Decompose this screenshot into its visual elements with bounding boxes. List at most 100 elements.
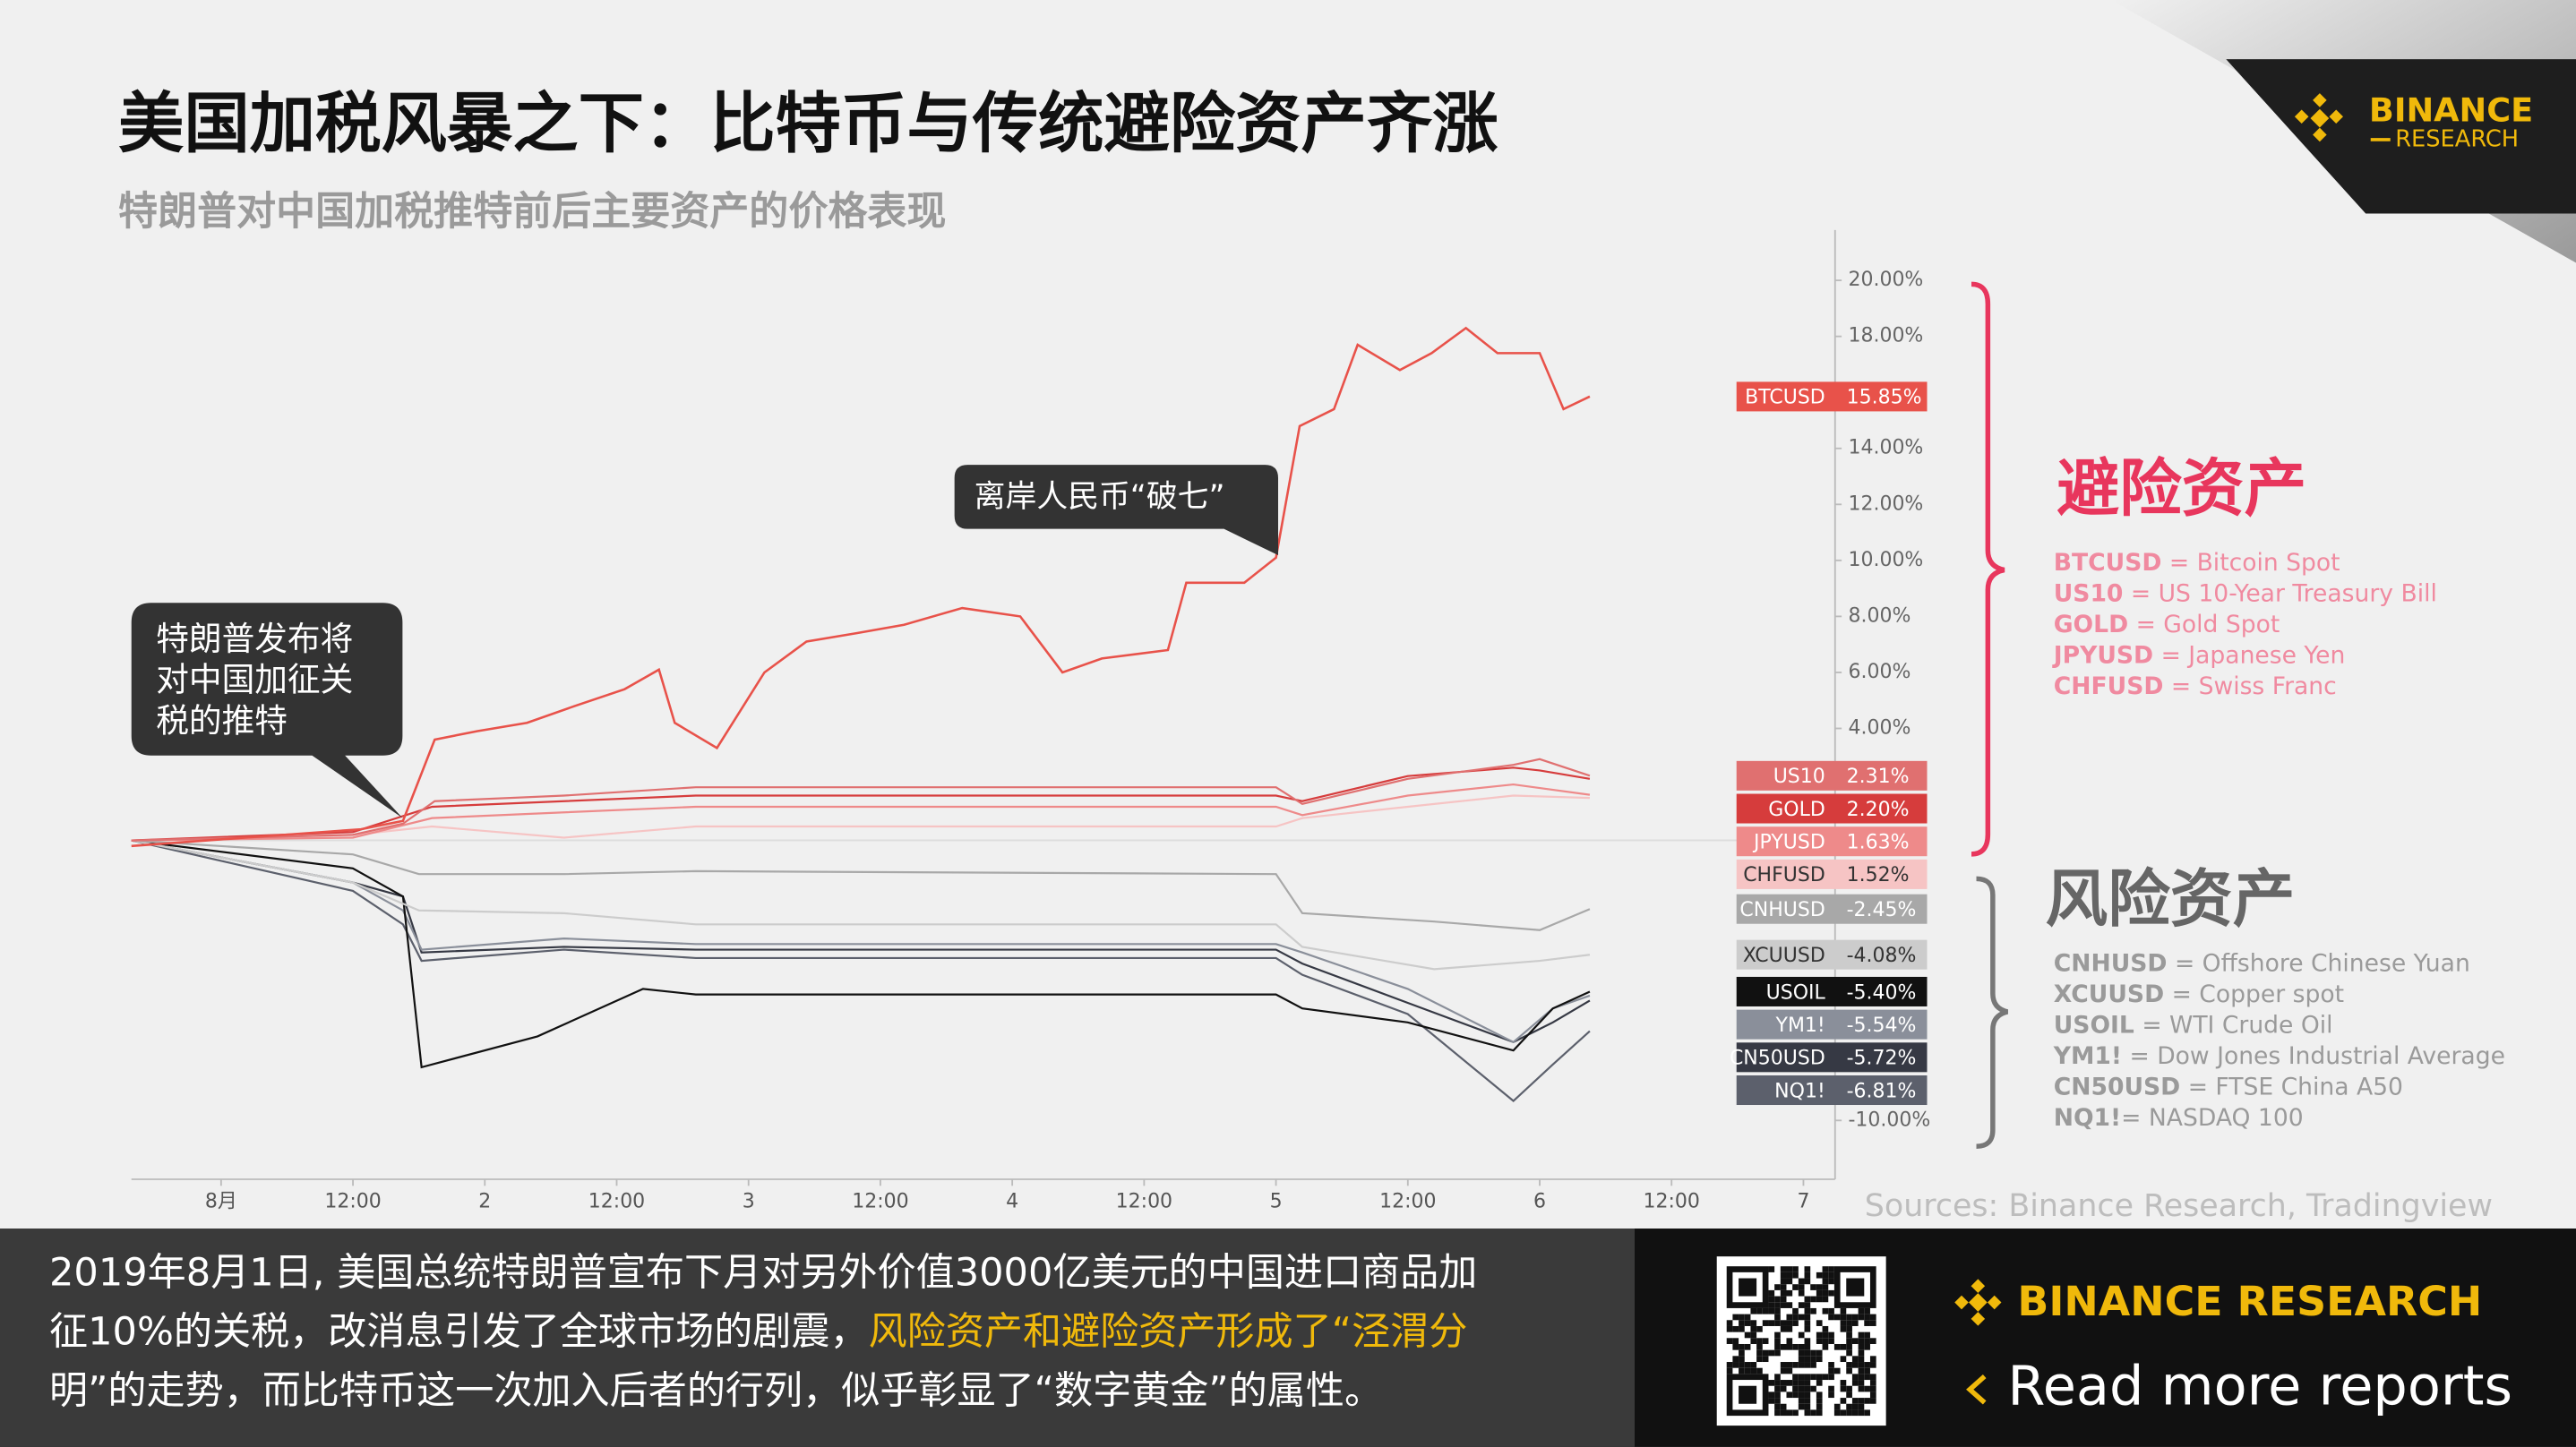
- qr-cell: [1780, 1362, 1787, 1368]
- qr-cell: [1798, 1391, 1805, 1399]
- qr-cell: [1816, 1398, 1823, 1404]
- annotation-text: 离岸人民币“破七”: [975, 479, 1225, 515]
- qr-cell: [1750, 1338, 1757, 1344]
- qr-cell: [1798, 1403, 1805, 1410]
- qr-cell: [1869, 1380, 1876, 1386]
- x-tick-label: 12:00: [324, 1191, 381, 1213]
- qr-cell: [1804, 1349, 1811, 1357]
- footer-cta[interactable]: Read more reports: [2007, 1355, 2512, 1417]
- qr-cell: [1828, 1307, 1834, 1314]
- qr-cell: [1750, 1362, 1757, 1368]
- qr-cell: [1864, 1307, 1870, 1314]
- qr-cell: [1822, 1338, 1829, 1344]
- qr-cell: [1786, 1266, 1793, 1272]
- qr-cell: [1798, 1284, 1805, 1290]
- qr-cell: [1846, 1331, 1852, 1339]
- qr-cell: [1768, 1320, 1775, 1326]
- x-tick-label: 12:00: [852, 1191, 908, 1213]
- end-label-name: JPYUSD: [1752, 832, 1825, 854]
- legend-title: 风险资产: [2046, 863, 2296, 936]
- qr-cell: [1798, 1380, 1805, 1386]
- qr-cell: [1828, 1278, 1834, 1285]
- qr-cell: [1816, 1391, 1823, 1399]
- series-line: [131, 839, 1591, 1102]
- qr-cell: [1739, 1343, 1745, 1350]
- qr-cell: [1786, 1367, 1793, 1374]
- end-label-box: [1736, 793, 1928, 824]
- qr-cell: [1846, 1385, 1852, 1392]
- qr-cell: [1846, 1338, 1852, 1344]
- qr-cell: [1804, 1325, 1811, 1332]
- qr-cell: [1739, 1349, 1745, 1357]
- qr-cell: [1726, 1325, 1733, 1332]
- qr-cell: [1840, 1320, 1847, 1326]
- qr-cell: [1756, 1343, 1763, 1350]
- qr-cell: [1858, 1307, 1865, 1314]
- qr-cell: [1786, 1271, 1793, 1279]
- qr-cell: [1864, 1398, 1870, 1404]
- qr-cell: [1750, 1325, 1757, 1332]
- legend-desc: = Offshore Chinese Yuan: [2168, 949, 2470, 977]
- qr-cell: [1810, 1374, 1816, 1381]
- legend-item: CNHUSD = Offshore Chinese Yuan: [2054, 949, 2470, 977]
- qr-cell: [1828, 1367, 1834, 1374]
- qr-cell: [1869, 1362, 1876, 1368]
- qr-cell: [1744, 1367, 1751, 1374]
- qr-cell: [1756, 1338, 1763, 1344]
- qr-cell: [1858, 1362, 1865, 1368]
- logo-sub: RESEARCH: [2395, 125, 2519, 152]
- qr-cell: [1816, 1380, 1823, 1386]
- qr-cell: [1744, 1331, 1751, 1339]
- qr-cell: [1768, 1289, 1775, 1297]
- qr-cell: [1798, 1385, 1805, 1392]
- qr-cell: [1810, 1296, 1816, 1303]
- y-tick-label: 10.00%: [1848, 549, 1923, 571]
- series-line: [131, 326, 1591, 848]
- end-label-box: [1736, 939, 1928, 970]
- qr-cell: [1869, 1356, 1876, 1363]
- qr-cell: [1864, 1314, 1870, 1321]
- qr-cell: [1774, 1374, 1781, 1381]
- qr-cell: [1780, 1302, 1787, 1308]
- qr-cell: [1840, 1409, 1847, 1417]
- qr-cell: [1780, 1385, 1787, 1392]
- end-label-box: [1736, 1075, 1928, 1106]
- annotation-text: 对中国加征关: [156, 661, 353, 699]
- qr-cell: [1804, 1307, 1811, 1314]
- legend-item: YM1! = Dow Jones Industrial Average: [2053, 1042, 2505, 1070]
- qr-cell: [1750, 1331, 1757, 1339]
- qr-cell: [1828, 1331, 1834, 1339]
- footer-segment: 风险资产和避险资产形成了“泾渭分: [869, 1309, 1468, 1354]
- qr-cell: [1804, 1271, 1811, 1279]
- end-label-value: -4.08%: [1847, 945, 1917, 967]
- end-label-value: -2.45%: [1847, 899, 1917, 921]
- qr-cell: [1774, 1349, 1781, 1357]
- qr-cell: [1726, 1362, 1733, 1368]
- qr-cell: [1786, 1320, 1793, 1326]
- qr-cell: [1851, 1403, 1859, 1410]
- logo-brand: BINANCE: [2369, 90, 2533, 129]
- qr-cell: [1822, 1325, 1829, 1332]
- qr-cell: [1762, 1349, 1769, 1357]
- end-label-name: CN50USD: [1730, 1048, 1825, 1070]
- qr-cell: [1810, 1349, 1816, 1357]
- qr-cell: [1846, 1314, 1852, 1321]
- qr-cell: [1822, 1331, 1829, 1339]
- y-tick-label: 12.00%: [1848, 492, 1923, 515]
- y-tick-label: -10.00%: [1848, 1109, 1930, 1131]
- qr-cell: [1726, 1338, 1733, 1344]
- legend-item: CHFUSD = Swiss Franc: [2054, 672, 2337, 700]
- qr-cell: [1858, 1331, 1865, 1339]
- end-label-name: BTCUSD: [1745, 387, 1825, 409]
- qr-cell: [1732, 1338, 1739, 1344]
- qr-cell: [1858, 1409, 1865, 1417]
- legend-item: JPYUSD = Japanese Yen: [2052, 641, 2346, 669]
- qr-cell: [1846, 1349, 1852, 1357]
- source: Sources: Binance Research, Tradingview: [1865, 1188, 2493, 1224]
- legend-code: YM1!: [2053, 1042, 2122, 1070]
- series-line: [131, 839, 1591, 1044]
- qr-cell: [1864, 1320, 1870, 1326]
- qr-cell: [1792, 1314, 1799, 1321]
- qr-cell: [1840, 1398, 1847, 1404]
